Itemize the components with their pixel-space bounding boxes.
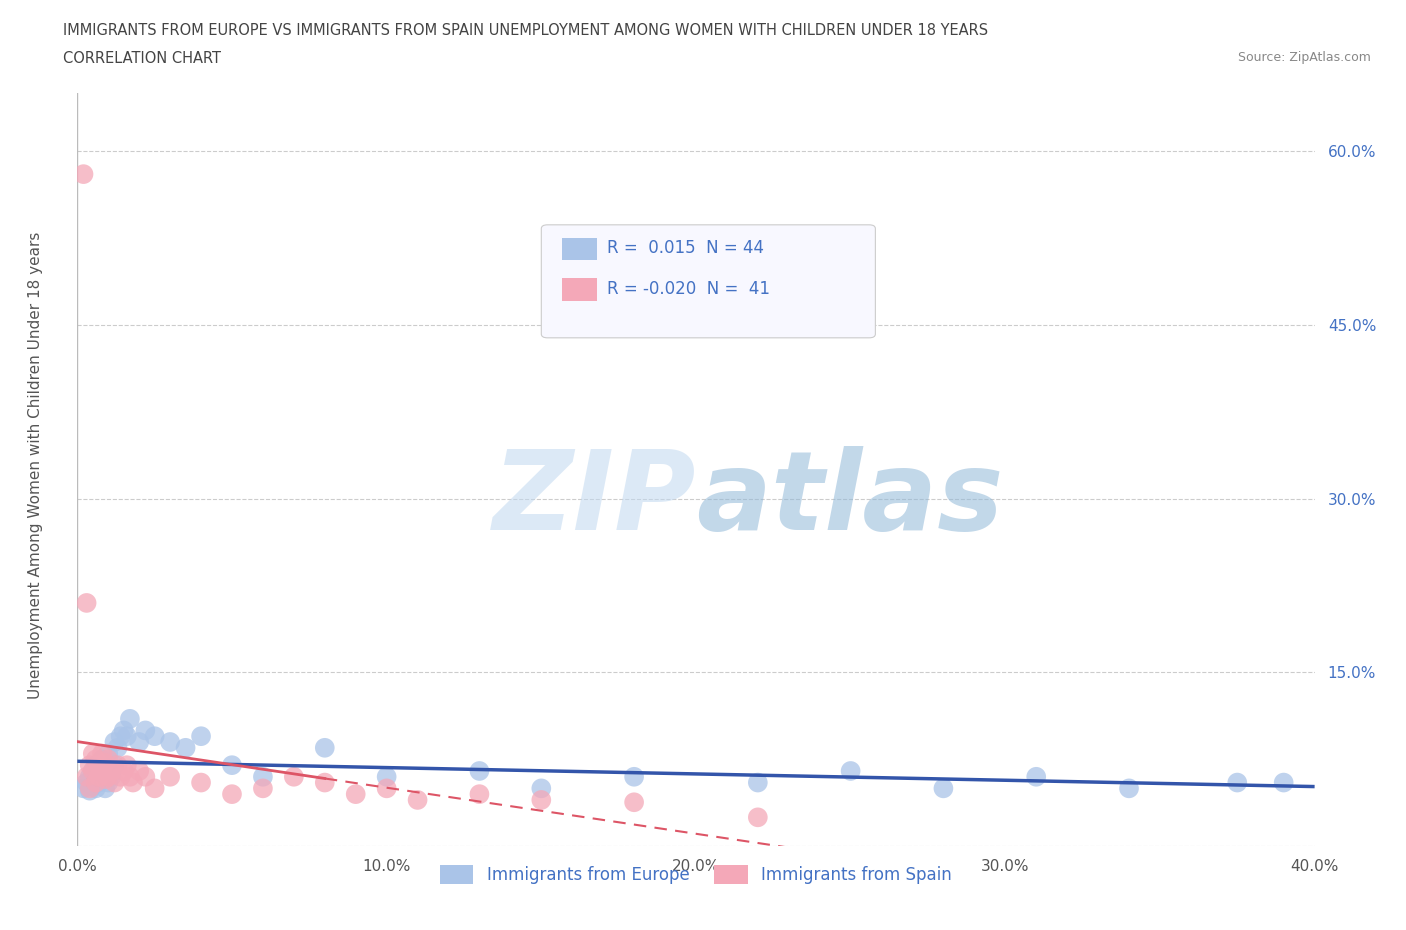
Point bbox=[839, 764, 862, 778]
Text: atlas: atlas bbox=[696, 446, 1004, 553]
Point bbox=[91, 752, 114, 767]
Point bbox=[252, 781, 274, 796]
Point bbox=[221, 758, 243, 773]
Point bbox=[118, 769, 141, 784]
Point bbox=[103, 775, 125, 790]
Point bbox=[94, 755, 117, 770]
Point bbox=[87, 769, 110, 784]
Point bbox=[84, 752, 107, 767]
Point bbox=[143, 781, 166, 796]
Point bbox=[82, 764, 104, 778]
Point bbox=[1226, 775, 1249, 790]
Point bbox=[1025, 769, 1047, 784]
Point bbox=[76, 769, 98, 784]
Text: Source: ZipAtlas.com: Source: ZipAtlas.com bbox=[1237, 51, 1371, 64]
FancyBboxPatch shape bbox=[541, 225, 876, 338]
Point bbox=[72, 166, 94, 181]
Text: CORRELATION CHART: CORRELATION CHART bbox=[63, 51, 221, 66]
Point bbox=[87, 775, 110, 790]
Point bbox=[84, 775, 107, 790]
Point bbox=[103, 758, 125, 773]
Point bbox=[84, 758, 107, 773]
Point bbox=[107, 758, 129, 773]
Point bbox=[134, 769, 156, 784]
Text: ZIP: ZIP bbox=[492, 446, 696, 553]
Point bbox=[143, 729, 166, 744]
Point bbox=[530, 781, 553, 796]
Text: IMMIGRANTS FROM EUROPE VS IMMIGRANTS FROM SPAIN UNEMPLOYMENT AMONG WOMEN WITH CH: IMMIGRANTS FROM EUROPE VS IMMIGRANTS FRO… bbox=[63, 23, 988, 38]
Point bbox=[623, 769, 645, 784]
FancyBboxPatch shape bbox=[562, 238, 598, 260]
Legend: Immigrants from Europe, Immigrants from Spain: Immigrants from Europe, Immigrants from … bbox=[433, 858, 959, 891]
Point bbox=[932, 781, 955, 796]
Point bbox=[103, 735, 125, 750]
Point bbox=[94, 781, 117, 796]
Point bbox=[87, 769, 110, 784]
Point bbox=[1118, 781, 1140, 796]
Point bbox=[190, 729, 212, 744]
Point bbox=[314, 775, 336, 790]
Point bbox=[221, 787, 243, 802]
Point bbox=[314, 740, 336, 755]
Point bbox=[72, 781, 94, 796]
Point bbox=[97, 769, 120, 784]
Point bbox=[100, 769, 122, 784]
Point bbox=[122, 775, 145, 790]
Point bbox=[375, 781, 398, 796]
Point bbox=[79, 783, 101, 798]
Point bbox=[110, 769, 132, 784]
Point bbox=[94, 764, 117, 778]
Point bbox=[107, 740, 129, 755]
Point bbox=[79, 781, 101, 796]
Point bbox=[97, 752, 120, 767]
Point bbox=[1272, 775, 1295, 790]
Point bbox=[128, 764, 150, 778]
Point bbox=[128, 735, 150, 750]
Point bbox=[159, 735, 181, 750]
Point bbox=[79, 769, 101, 784]
Point bbox=[283, 769, 305, 784]
FancyBboxPatch shape bbox=[562, 278, 598, 301]
Point bbox=[97, 746, 120, 761]
Text: Unemployment Among Women with Children Under 18 years: Unemployment Among Women with Children U… bbox=[28, 232, 42, 698]
Text: R =  0.015  N = 44: R = 0.015 N = 44 bbox=[607, 239, 763, 258]
Point bbox=[468, 787, 491, 802]
Point bbox=[252, 769, 274, 784]
Point bbox=[747, 810, 769, 825]
Point bbox=[530, 792, 553, 807]
Point bbox=[190, 775, 212, 790]
Point bbox=[115, 758, 138, 773]
Point bbox=[94, 772, 117, 787]
Point bbox=[112, 723, 135, 737]
Point bbox=[118, 711, 141, 726]
Point bbox=[91, 772, 114, 787]
Point bbox=[87, 758, 110, 773]
Point bbox=[115, 729, 138, 744]
Point bbox=[82, 746, 104, 761]
Point bbox=[110, 729, 132, 744]
Text: R = -0.020  N =  41: R = -0.020 N = 41 bbox=[607, 280, 770, 298]
Point bbox=[112, 764, 135, 778]
Point bbox=[91, 746, 114, 761]
Point bbox=[79, 758, 101, 773]
Point bbox=[134, 723, 156, 737]
Point bbox=[406, 792, 429, 807]
Point bbox=[747, 775, 769, 790]
Point bbox=[375, 769, 398, 784]
Point bbox=[76, 775, 98, 790]
Point bbox=[159, 769, 181, 784]
Point bbox=[344, 787, 367, 802]
Point bbox=[91, 764, 114, 778]
Point bbox=[82, 778, 104, 793]
Point bbox=[100, 764, 122, 778]
Point bbox=[97, 775, 120, 790]
Point bbox=[82, 764, 104, 778]
Point bbox=[623, 795, 645, 810]
Point bbox=[174, 740, 197, 755]
Point bbox=[76, 595, 98, 610]
Point bbox=[84, 781, 107, 796]
Point bbox=[468, 764, 491, 778]
